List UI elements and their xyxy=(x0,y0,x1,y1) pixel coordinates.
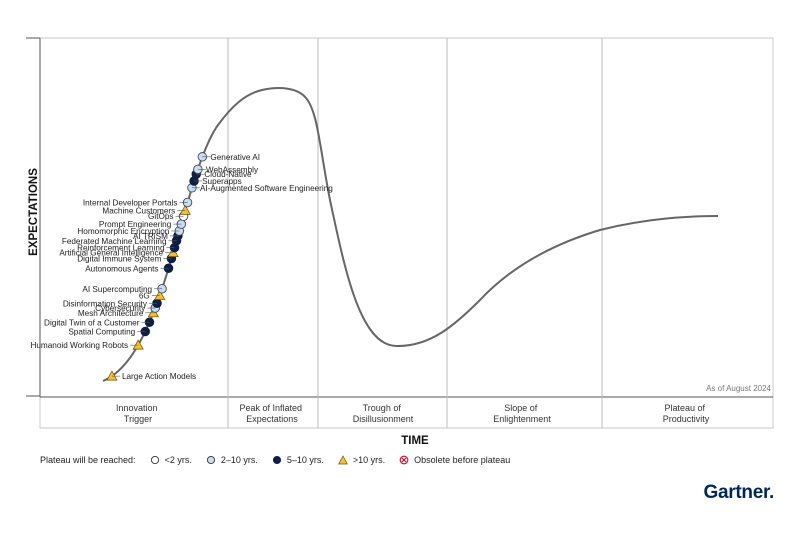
label-humanoid-working-robots: Humanoid Working Robots xyxy=(30,341,128,350)
legend-item-obsolete: Obsolete before plateau xyxy=(399,455,510,465)
phase-label-slope: Slope of Enlightenment xyxy=(493,403,551,424)
legend: Plateau will be reached: <2 yrs. 2–10 yr… xyxy=(40,455,510,465)
label-generative-ai: Generative AI xyxy=(210,153,260,162)
gartner-logo: Gartner. xyxy=(703,482,775,504)
label-cybersecurity: Cybersecurity xyxy=(95,304,146,313)
phase-label-plateau: Plateau of Productivity xyxy=(663,403,710,424)
legend-item-lt2: <2 yrs. xyxy=(150,455,192,465)
legend-item-gt10: >10 yrs. xyxy=(338,455,385,465)
label-ai-trism: AI TRiSM xyxy=(133,232,168,241)
point-6g xyxy=(154,289,166,300)
point-machine-customers xyxy=(179,204,191,215)
label-webassembly: WebAssembly xyxy=(206,165,259,174)
label-artificial-general-intelligence: Artificial General Intelligence xyxy=(59,249,163,258)
label-machine-customers: Machine Customers xyxy=(102,206,175,215)
label-digital-immune-system: Digital Immune System xyxy=(77,254,161,263)
label-reinforcement-learning: Reinforcement Learning xyxy=(77,244,165,253)
label-disinformation-security: Disinformation Security xyxy=(63,299,148,308)
phase-label-innovation: Innovation Trigger xyxy=(116,403,160,424)
label-internal-developer-portals: Internal Developer Portals xyxy=(83,198,178,207)
y-axis-title: EXPECTATIONS xyxy=(28,168,40,256)
label-spatial-computing: Spatial Computing xyxy=(68,328,135,337)
as-of-note: As of August 2024 xyxy=(706,384,771,393)
yellow-triangle-icon xyxy=(338,455,348,465)
label-6g: 6G xyxy=(139,292,150,301)
white-circle-icon xyxy=(150,455,159,465)
point-humanoid-working-robots xyxy=(132,339,144,350)
label-digital-twin-of-a-customer: Digital Twin of a Customer xyxy=(44,318,140,327)
point-large-action-models xyxy=(106,370,118,381)
label-gitops: GitOps xyxy=(148,212,173,221)
legend-title: Plateau will be reached: xyxy=(40,455,136,465)
light-blue-circle-icon xyxy=(206,455,215,465)
legend-label-obsolete: Obsolete before plateau xyxy=(414,455,511,465)
legend-label-gt10: >10 yrs. xyxy=(352,455,386,465)
labels-layer: Large Action Models Humanoid Working Robo… xyxy=(30,153,333,381)
phase-label-trough: Trough of Disillusionment xyxy=(353,403,414,424)
hype-curve xyxy=(102,87,719,382)
obsolete-x-circle-icon xyxy=(399,455,409,465)
label-ai-augmented-software-engineering: AI-Augmented Software Engineering xyxy=(200,184,333,193)
x-axis-title: TIME xyxy=(401,435,429,447)
label-autonomous-agents: Autonomous Agents xyxy=(85,264,158,273)
label-ai-supercomputing: AI Supercomputing xyxy=(82,285,152,294)
brand-dot: . xyxy=(769,482,774,503)
label-homomorphic-encryption: Homomorphic Encryption xyxy=(77,227,169,236)
brand-name: Gartner xyxy=(703,482,770,503)
legend-item-2to5: 2–10 yrs. xyxy=(206,455,258,465)
legend-item-5to10: 5–10 yrs. xyxy=(272,455,324,465)
legend-label-lt2: <2 yrs. xyxy=(164,455,192,465)
navy-circle-icon xyxy=(272,455,281,465)
legend-label-2to5: 2–10 yrs. xyxy=(220,455,258,465)
label-mesh-architecture: Mesh Architecture xyxy=(78,309,144,318)
label-cloud-native: Cloud-Native xyxy=(204,170,252,179)
legend-label-5to10: 5–10 yrs. xyxy=(286,455,324,465)
label-superapps: Superapps xyxy=(202,177,242,186)
label-large-action-models: Large Action Models xyxy=(122,372,196,381)
label-federated-machine-learning: Federated Machine Learning xyxy=(62,237,167,246)
label-prompt-engineering: Prompt Engineering xyxy=(99,220,172,229)
phase-label-peak: Peak of Inflated Expectations xyxy=(239,403,304,424)
